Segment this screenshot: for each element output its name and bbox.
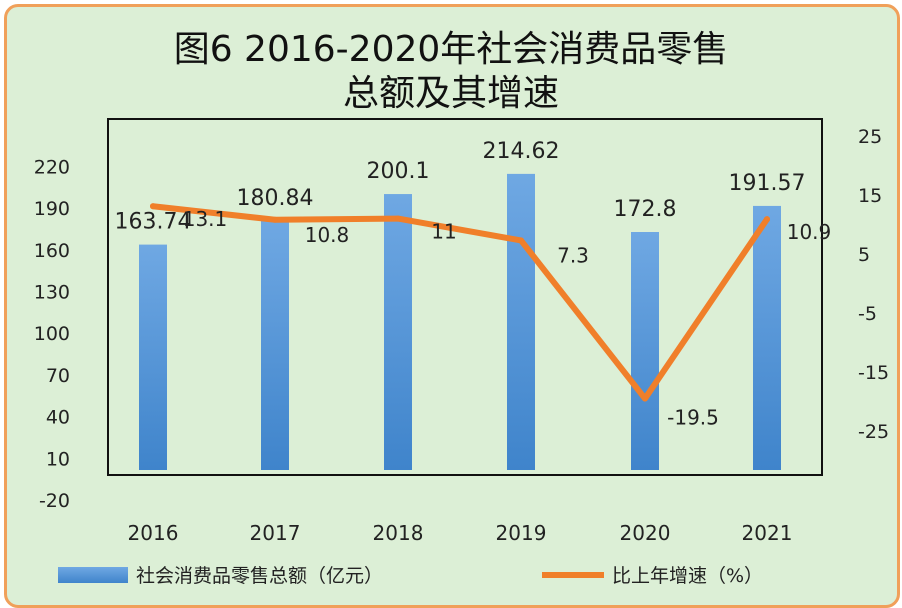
line-point (395, 215, 401, 222)
line-point (764, 216, 770, 223)
left-tick-label: 100 (34, 323, 70, 345)
left-tick-label: 70 (46, 365, 70, 387)
right-axis: -25 -15 -5 5 15 25 (858, 126, 889, 443)
right-tick-label: 5 (858, 244, 870, 266)
line-value-label: 7.3 (557, 243, 589, 267)
bar-value-label: 214.62 (483, 139, 560, 164)
bar-value-label: 163.74 (115, 210, 192, 235)
left-tick-label: 190 (34, 198, 70, 220)
left-tick-label: 160 (34, 240, 70, 262)
x-tick-label: 2017 (250, 521, 301, 545)
bar (139, 244, 167, 470)
x-tick-label: 2016 (128, 521, 179, 545)
left-tick-label: 40 (46, 407, 70, 429)
left-tick-label: 130 (34, 282, 70, 304)
line-point (150, 203, 156, 210)
bar (753, 205, 781, 470)
bar-value-label: 180.84 (237, 186, 314, 211)
chart-title: 图6 2016-2020年社会消费品零售 总额及其增速 (0, 28, 902, 116)
bar (261, 220, 289, 470)
left-axis: -20 10 40 70 100 130 160 190 220 (34, 156, 70, 512)
line-value-label: 11 (431, 220, 456, 244)
x-tick-label: 2019 (496, 521, 547, 545)
bar-series: 163.74 180.84 200.1 214.62 172.8 191.57 (115, 139, 806, 470)
left-tick-label: -20 (39, 490, 70, 512)
bar (507, 173, 535, 470)
right-tick-label: -25 (858, 421, 889, 443)
line-point (518, 237, 524, 244)
growth-line (150, 203, 770, 402)
line-value-label: 10.9 (787, 220, 832, 244)
line-value-label: -19.5 (667, 406, 719, 430)
chart-title-line-2: 总额及其增速 (342, 73, 559, 114)
left-tick-label: 220 (34, 156, 70, 178)
bar-value-label: 172.8 (614, 197, 677, 222)
left-tick-label: 10 (46, 448, 70, 470)
plot-area (107, 118, 823, 476)
right-tick-label: -5 (858, 303, 877, 325)
chart-title-line-1: 图6 2016-2020年社会消费品零售 (173, 29, 729, 70)
legend: 社会消费品零售总额（亿元） 比上年增速（%） (58, 565, 763, 587)
bar-value-label: 191.57 (729, 171, 806, 196)
bar (384, 194, 412, 470)
bar-value-label: 200.1 (367, 159, 430, 184)
x-axis: 2016 2017 2018 2019 2020 2021 (128, 521, 793, 545)
legend-label-bars: 社会消费品零售总额（亿元） (136, 565, 383, 587)
x-tick-label: 2021 (742, 521, 793, 545)
line-point (642, 395, 648, 402)
x-tick-label: 2020 (620, 521, 671, 545)
right-tick-label: -15 (858, 362, 889, 384)
x-tick-label: 2018 (373, 521, 424, 545)
line-point (272, 216, 278, 223)
legend-label-line: 比上年增速（%） (612, 565, 763, 587)
right-tick-label: 25 (858, 126, 882, 148)
line-value-label: 13.1 (183, 207, 228, 231)
line-value-label: 10.8 (305, 223, 350, 247)
right-tick-label: 15 (858, 185, 882, 207)
legend-swatch-bars (58, 567, 128, 583)
line-series: 13.1 10.8 11 7.3 -19.5 10.9 (150, 203, 832, 430)
bar (631, 232, 659, 470)
